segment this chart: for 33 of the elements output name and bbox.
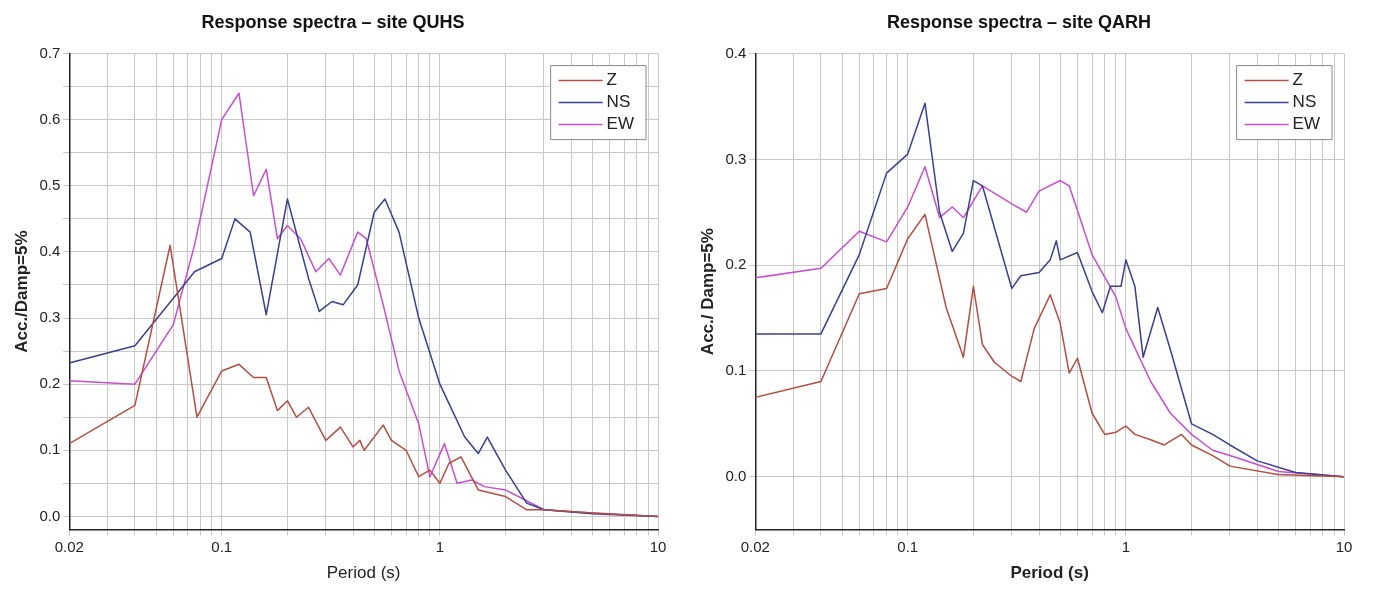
y-tick-label: 0.3 xyxy=(725,149,747,167)
y-tick-label: 0.2 xyxy=(39,374,61,392)
y-tick-label: 0.3 xyxy=(39,308,61,326)
legend-label: NS xyxy=(606,92,631,112)
x-axis-title: Period (s) xyxy=(1010,563,1089,583)
x-tick-label: 1 xyxy=(1121,537,1131,555)
x-tick-label: 0.1 xyxy=(897,537,919,555)
chart-title: Response spectra – site QARH xyxy=(886,11,1152,32)
x-tick-label: 0.1 xyxy=(211,537,233,555)
x-tick-label: 10 xyxy=(649,537,667,555)
y-axis-title: Acc./Damp=5% xyxy=(11,230,31,353)
chart-title: Response spectra – site QUHS xyxy=(201,11,465,32)
x-tick-label: 0.02 xyxy=(54,537,84,555)
x-tick-label: 1 xyxy=(435,537,445,555)
y-tick-label: 0.1 xyxy=(39,440,61,458)
y-tick-label: 0.4 xyxy=(39,242,61,260)
x-tick-label: 0.02 xyxy=(740,537,770,555)
y-tick-label: 0.6 xyxy=(39,109,61,127)
x-tick-label: 10 xyxy=(1335,537,1353,555)
legend-label: Z xyxy=(606,70,618,90)
y-tick-label: 0.1 xyxy=(725,361,747,379)
legend-label: NS xyxy=(1292,92,1317,112)
legend-label: Z xyxy=(1292,70,1304,90)
y-tick-label: 0.5 xyxy=(39,175,61,193)
y-tick-label: 0.0 xyxy=(39,506,61,524)
y-tick-label: 0.4 xyxy=(725,43,747,61)
x-axis-title: Period (s) xyxy=(326,563,401,583)
y-tick-label: 0.2 xyxy=(725,255,747,273)
y-tick-label: 0.0 xyxy=(725,466,747,484)
y-tick-label: 0.7 xyxy=(39,43,61,61)
legend-label: EW xyxy=(606,114,635,134)
legend-label: EW xyxy=(1292,114,1321,134)
y-axis-title: Acc./ Damp=5% xyxy=(697,228,717,356)
